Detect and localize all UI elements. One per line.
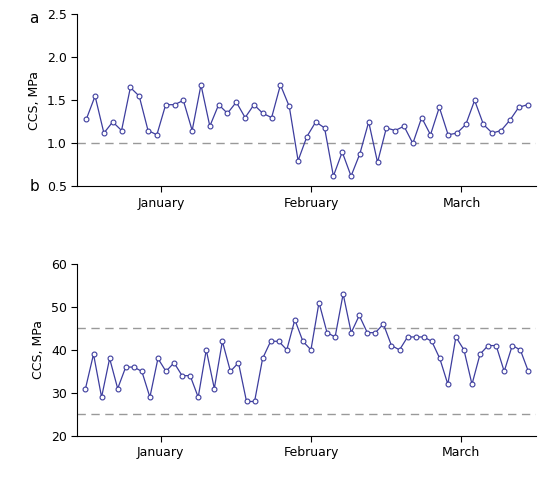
Text: a: a xyxy=(29,11,39,26)
Text: b: b xyxy=(29,179,39,194)
Y-axis label: CCS, MPa: CCS, MPa xyxy=(33,320,45,379)
Y-axis label: CCS, MPa: CCS, MPa xyxy=(28,71,41,130)
